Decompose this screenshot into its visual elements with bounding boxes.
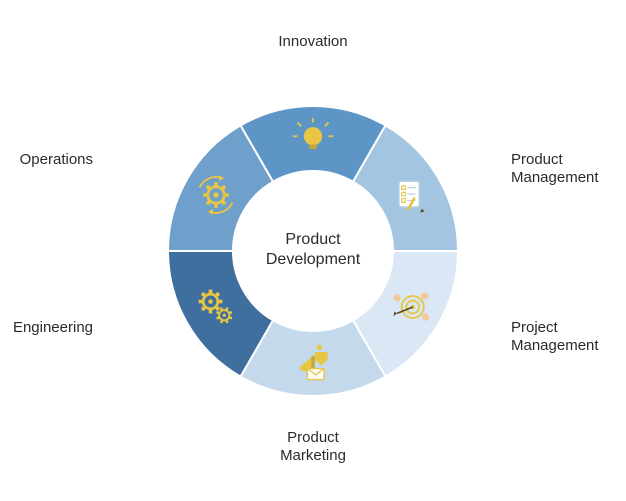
center-title-line2: Development — [266, 252, 360, 269]
target-icon — [388, 285, 432, 329]
lightbulb-icon — [291, 117, 335, 161]
label-product_marketing: ProductMarketing — [258, 429, 368, 465]
gears-icon — [194, 285, 238, 329]
label-project_management: ProjectManagement — [511, 319, 621, 355]
center-title-line1: Product — [285, 231, 340, 248]
megaphone-icon — [291, 341, 335, 385]
label-product_management: ProductManagement — [511, 151, 621, 187]
donut-diagram: Product Development Innovation ProductMa… — [103, 41, 523, 461]
center-title: Product Development — [243, 230, 383, 272]
gear-cycle-icon — [194, 173, 238, 217]
label-engineering: Engineering — [13, 319, 93, 337]
label-innovation: Innovation — [278, 33, 347, 51]
label-operations: Operations — [20, 151, 93, 169]
checklist-icon — [388, 173, 432, 217]
